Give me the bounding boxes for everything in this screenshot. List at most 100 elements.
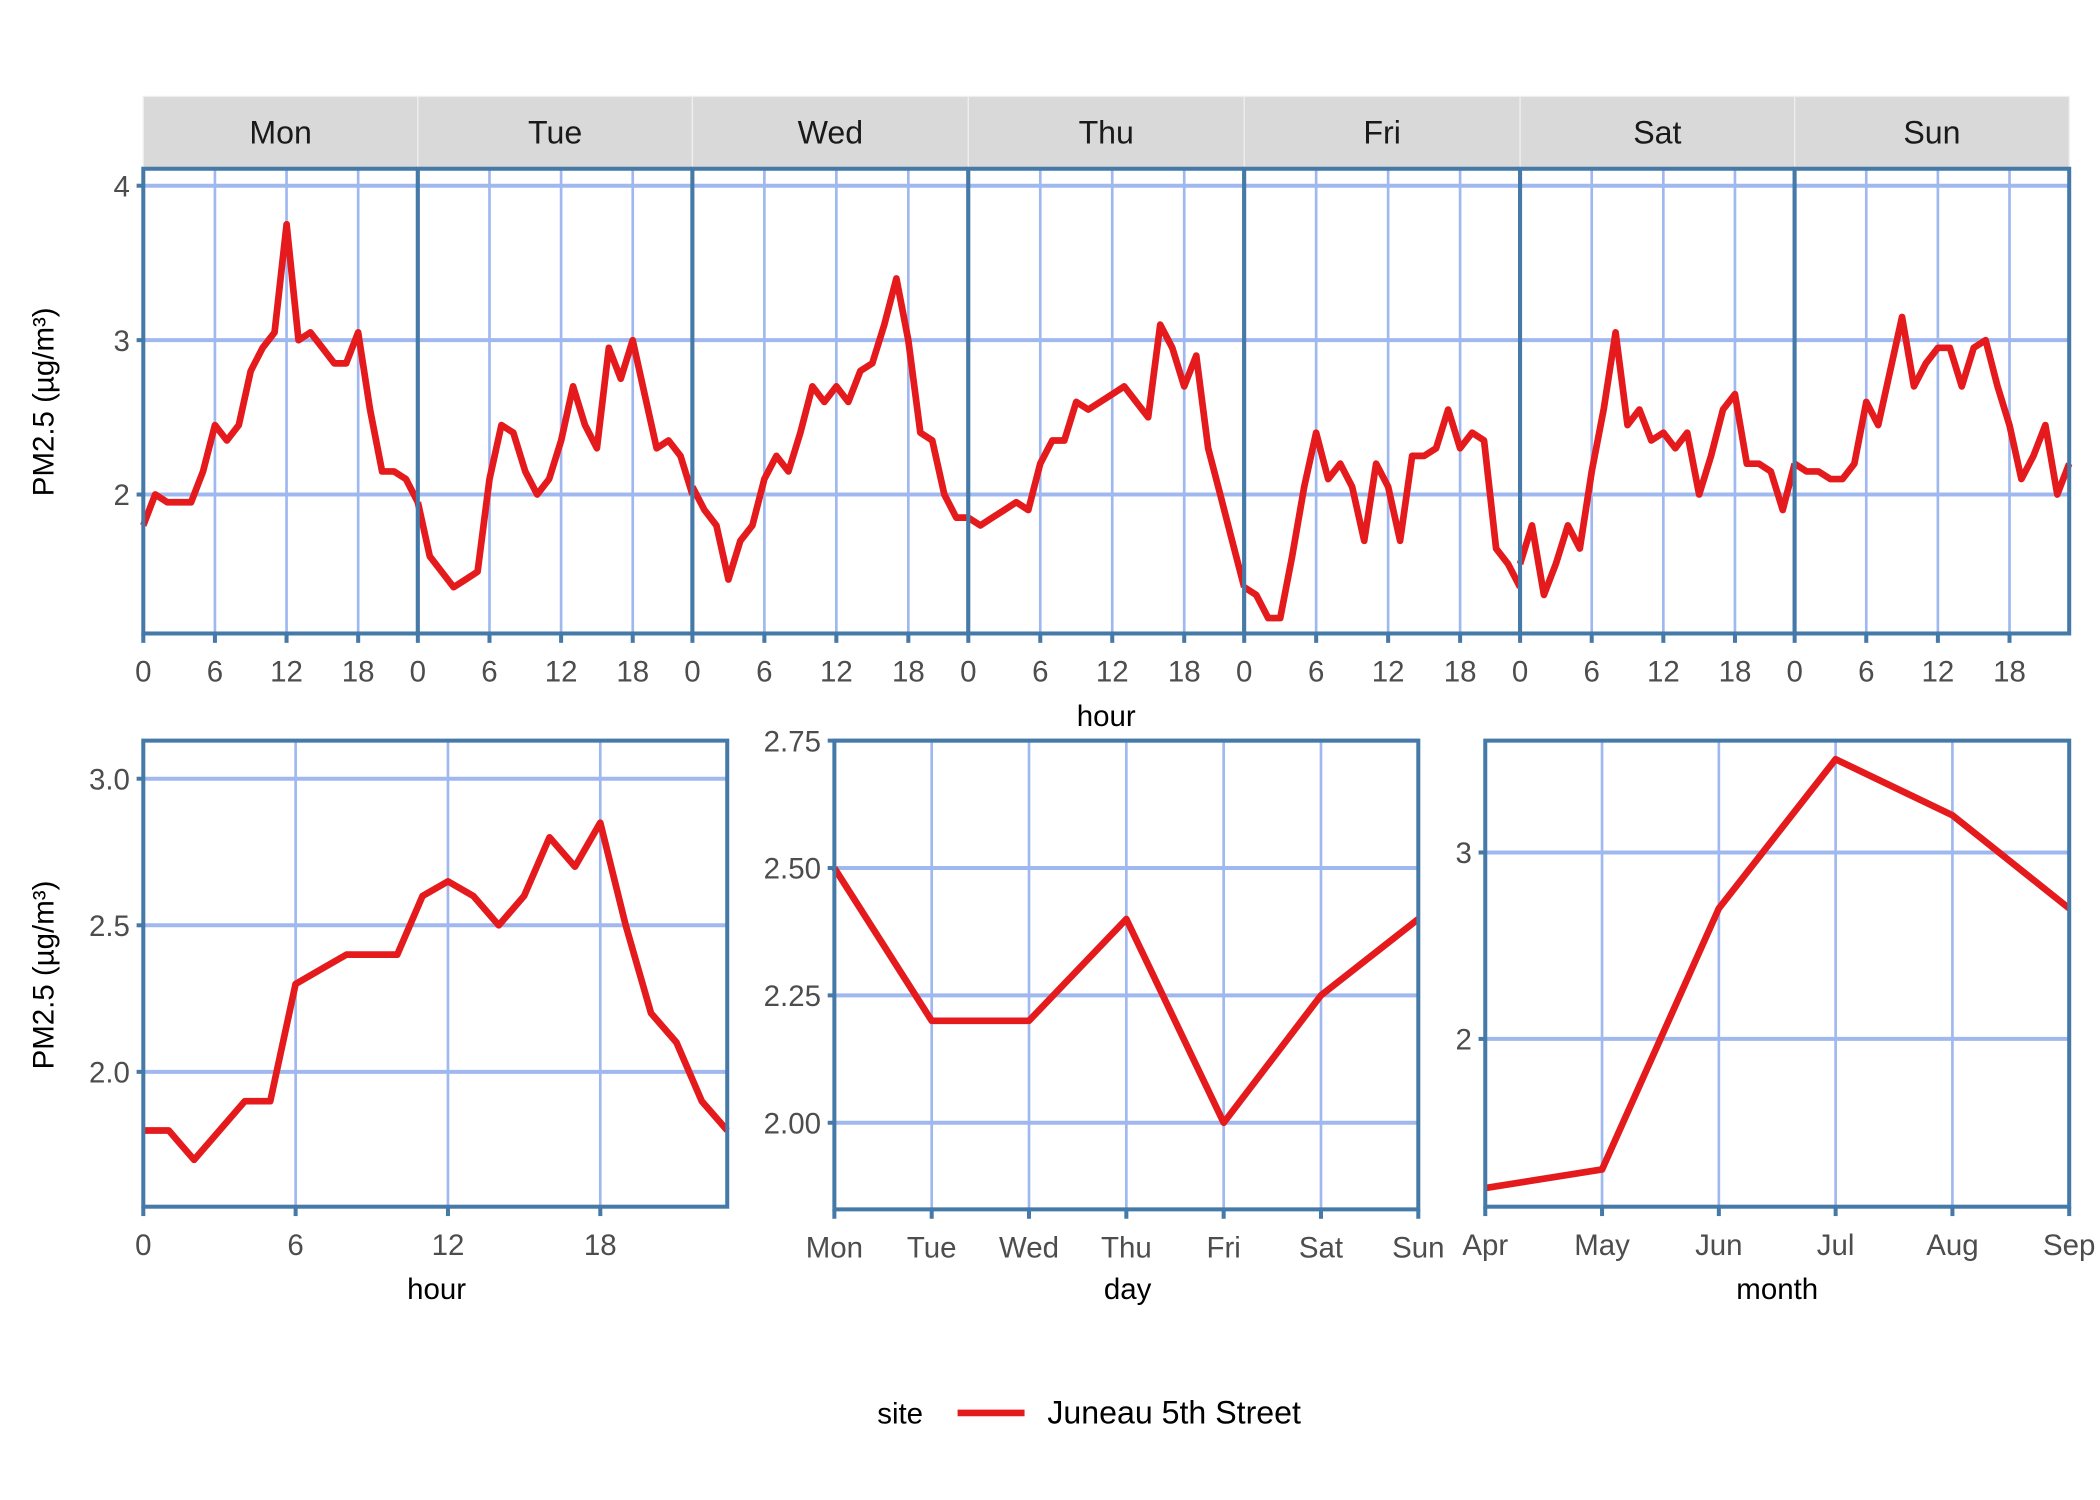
panel-sat-x-tick-label: 6 <box>1584 656 1600 689</box>
hour-panel-x-tick-label: 6 <box>287 1229 303 1262</box>
panel-mon-background <box>143 168 418 634</box>
panel-thu-x-tick-label: 18 <box>1168 656 1201 689</box>
facet-strip-fri <box>1243 95 1521 170</box>
panel-sun-series-line <box>1792 313 2073 498</box>
panel-sat-x-tick-label: 12 <box>1647 656 1680 689</box>
panel-wed-x-tick-label: 0 <box>684 656 700 689</box>
hour-panel-border <box>141 738 730 1209</box>
top-x-axis-title: hour <box>1077 700 1136 733</box>
legend: site Juneau 5th Street <box>877 1395 1301 1431</box>
day-x-axis-title: day <box>1104 1273 1152 1306</box>
facet-strip-wed <box>691 95 969 170</box>
day-hour-facet-chart: Mon 2 3 4 0 6 12 18 Tue 0 6 12 18 Wed 0 6 12 18 Thu 0 6 12 18 F… <box>114 95 2073 689</box>
facet-strip-label: Sun <box>1903 114 1960 150</box>
hour-y-axis-title: PM2.5 (µg/m³) <box>28 881 61 1070</box>
panel-tue-background <box>417 168 693 634</box>
day-panel-x-tick-label: Tue <box>907 1232 957 1265</box>
panel-sun-x-tick-label: 18 <box>1993 656 2026 689</box>
facet-strip-thu <box>967 95 1245 170</box>
month-panel-series-line <box>1484 755 2072 1192</box>
month-panel-background <box>1485 740 2070 1207</box>
panel-sat-background <box>1520 168 1795 634</box>
month-panel-border <box>1483 738 2072 1209</box>
day-panel-series-line <box>831 866 1421 1127</box>
hour-panel-x-tick-label: 18 <box>584 1229 617 1262</box>
day-panel-x-tick-label: Wed <box>999 1232 1059 1265</box>
panel-fri-x-tick-label: 0 <box>1236 656 1252 689</box>
panel-wed-x-tick-label: 18 <box>892 656 925 689</box>
month-panel-x-tick-label: Sep <box>2043 1229 2095 1262</box>
panel-sat-series-line <box>1516 329 1798 599</box>
facet-strip-label: Tue <box>528 114 582 150</box>
panel-wed-x-tick-label: 12 <box>820 656 853 689</box>
facet-strip-label: Thu <box>1079 114 1134 150</box>
panel-fri-x-tick-label: 18 <box>1444 656 1477 689</box>
day-panel-x-tick-label: Mon <box>806 1232 863 1265</box>
panel-sun-border <box>1792 166 2072 636</box>
panel-sun-x-tick-label: 12 <box>1922 656 1955 689</box>
panel-mon-y-tick-label: 3 <box>114 325 130 358</box>
panel-sat-x-tick-label: 18 <box>1719 656 1752 689</box>
month-panel-x-tick-label: Apr <box>1462 1229 1508 1262</box>
day-panel-x-tick-label: Thu <box>1101 1232 1152 1265</box>
day-panel-y-tick-label: 2.50 <box>764 853 821 886</box>
month-panel-x-tick-label: Jun <box>1695 1229 1743 1262</box>
panel-sun-background <box>1794 168 2070 634</box>
panel-thu-series-line <box>966 321 1248 588</box>
facet-strip-mon <box>142 95 419 170</box>
facet-strip-tue <box>417 95 694 170</box>
panel-fri-x-tick-label: 12 <box>1372 656 1405 689</box>
legend-title: site <box>877 1398 923 1431</box>
month-x-axis-title: month <box>1736 1273 1818 1306</box>
day-panel-y-tick-label: 2.25 <box>764 980 821 1013</box>
panel-mon-x-tick-label: 12 <box>270 656 303 689</box>
day-panel-y-tick-label: 2.75 <box>764 725 821 758</box>
panel-fri-background <box>1244 168 1521 634</box>
day-chart: 2.00 2.25 2.50 2.75 Mon Tue Wed Thu Fri Sat Sun <box>764 725 1445 1264</box>
hour-panel-y-tick-label: 2.0 <box>89 1057 130 1090</box>
month-panel-y-tick-label: 2 <box>1455 1024 1471 1057</box>
month-panel-x-tick-label: Aug <box>1926 1229 1978 1262</box>
panel-thu-x-tick-label: 12 <box>1096 656 1129 689</box>
top-y-axis-title: PM2.5 (µg/m³) <box>28 307 61 496</box>
panel-wed-series-line <box>689 275 969 583</box>
day-panel-border <box>832 738 1421 1212</box>
panel-thu-x-tick-label: 6 <box>1032 656 1048 689</box>
panel-tue-x-tick-label: 6 <box>481 656 497 689</box>
panel-mon-x-tick-label: 6 <box>207 656 223 689</box>
month-chart: 2 3 Apr May Jun Jul Aug Sep <box>1455 738 2095 1262</box>
panel-tue-x-tick-label: 0 <box>410 656 426 689</box>
panel-sun-x-tick-label: 6 <box>1858 656 1874 689</box>
day-panel-x-tick-label: Sat <box>1299 1232 1343 1265</box>
panel-tue-x-tick-label: 18 <box>616 656 649 689</box>
month-panel-x-tick-label: May <box>1574 1229 1630 1262</box>
hour-panel-y-tick-label: 2.5 <box>89 910 130 943</box>
day-panel-x-tick-label: Sun <box>1392 1232 1444 1265</box>
panel-fri-series-line <box>1242 406 1524 622</box>
panel-tue-x-tick-label: 12 <box>545 656 578 689</box>
panel-mon-y-tick-label: 4 <box>114 170 130 203</box>
facet-strip-label: Wed <box>798 114 863 150</box>
legend-label: Juneau 5th Street <box>1047 1395 1301 1431</box>
day-panel-y-tick-label: 2.00 <box>764 1107 821 1140</box>
facet-strip-label: Sat <box>1633 114 1681 150</box>
hour-panel-series-line <box>143 819 730 1164</box>
panel-tue-series-line <box>414 336 696 591</box>
facet-strip-label: Mon <box>249 114 312 150</box>
panel-mon-x-tick-label: 0 <box>135 656 151 689</box>
month-panel-y-tick-label: 3 <box>1455 837 1471 870</box>
hour-panel-y-tick-label: 3.0 <box>89 763 130 796</box>
facet-strip-label: Fri <box>1363 114 1400 150</box>
panel-fri-x-tick-label: 6 <box>1308 656 1324 689</box>
hour-chart: 2.0 2.5 3.0 0 6 12 18 <box>89 738 730 1262</box>
panel-sat-x-tick-label: 0 <box>1512 656 1528 689</box>
panel-mon-series-line <box>140 220 421 527</box>
panel-mon-x-tick-label: 18 <box>342 656 375 689</box>
hour-x-axis-title: hour <box>407 1273 466 1306</box>
panel-wed-x-tick-label: 6 <box>756 656 772 689</box>
hour-panel-x-tick-label: 0 <box>135 1229 151 1262</box>
day-panel-x-tick-label: Fri <box>1206 1232 1240 1265</box>
month-panel-x-tick-label: Jul <box>1817 1229 1855 1262</box>
panel-mon-y-tick-label: 2 <box>114 479 130 512</box>
